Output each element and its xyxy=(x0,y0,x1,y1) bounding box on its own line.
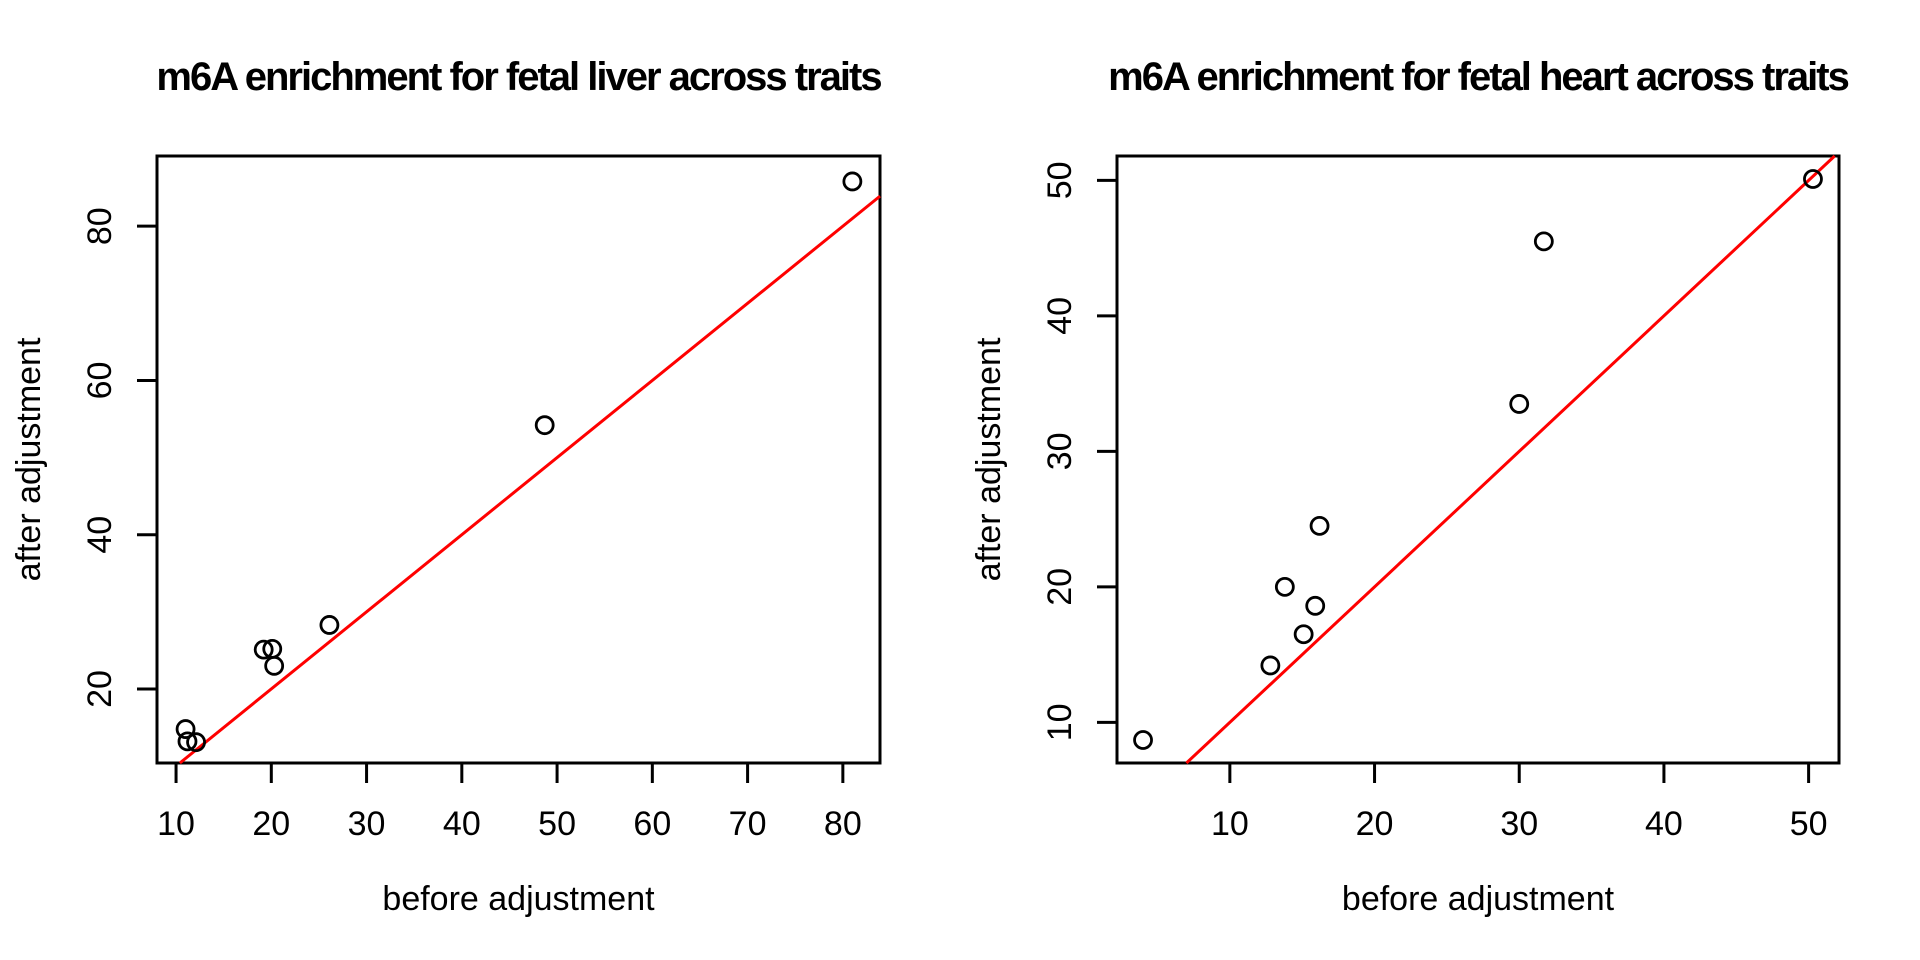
y-axis-label: after adjustment xyxy=(970,337,1008,581)
data-point xyxy=(1533,231,1554,252)
data-point xyxy=(1803,169,1823,189)
y-tick-label: 20 xyxy=(81,670,119,708)
y-tick-label: 30 xyxy=(1041,432,1079,470)
y-tick-label: 60 xyxy=(81,362,119,400)
data-point xyxy=(1309,515,1330,536)
data-point xyxy=(1509,394,1530,414)
data-point xyxy=(175,719,196,739)
panel-fetal-heart: 10 20 30 40 50 10 20 30 40 50 m6A enrichment for f… xyxy=(970,55,1851,918)
x-tick-label: 10 xyxy=(1211,805,1249,843)
data-point xyxy=(842,171,863,192)
y-tick-label: 10 xyxy=(1041,703,1079,741)
data-point xyxy=(319,615,340,635)
data-point xyxy=(186,732,206,753)
data-point xyxy=(253,639,274,660)
x-tick-label: 20 xyxy=(1356,805,1394,843)
data-point xyxy=(177,731,198,752)
y-tick-label: 80 xyxy=(81,207,119,245)
x-tick-label: 30 xyxy=(348,805,386,843)
x-tick-label: 40 xyxy=(443,805,481,843)
data-point xyxy=(1274,576,1295,597)
x-tick-label: 30 xyxy=(1500,805,1538,843)
identity-line xyxy=(178,194,881,765)
x-tick-label: 10 xyxy=(157,805,195,843)
panel-fetal-liver: 10 20 30 40 50 60 70 80 20 40 60 80 m6A enrichment f… xyxy=(10,55,883,918)
y-tick-label: 40 xyxy=(1041,297,1079,335)
y-tick-label: 20 xyxy=(1041,568,1079,606)
identity-line xyxy=(1185,154,1836,765)
x-tick-label: 20 xyxy=(252,805,290,843)
y-axis-label: after adjustment xyxy=(10,337,48,581)
x-tick-label: 80 xyxy=(824,805,862,843)
y-tick-label: 40 xyxy=(81,516,119,554)
data-point xyxy=(1305,595,1326,616)
x-axis-label: before adjustment xyxy=(382,880,655,918)
x-tick-label: 40 xyxy=(1645,805,1683,843)
y-tick-label: 50 xyxy=(1041,161,1079,199)
plot-box xyxy=(155,154,882,765)
panel-title: m6A enrichment for fetal liver across tr… xyxy=(156,55,881,99)
x-tick-label: 50 xyxy=(1790,805,1828,843)
x-tick-label: 50 xyxy=(538,805,576,843)
panel-title: m6A enrichment for fetal heart across tr… xyxy=(1108,55,1848,99)
data-point xyxy=(1260,655,1281,676)
data-point xyxy=(264,655,285,676)
x-tick-label: 60 xyxy=(633,805,671,843)
data-point xyxy=(534,415,555,436)
data-point xyxy=(1293,624,1314,645)
data-point xyxy=(1133,730,1153,750)
x-tick-label: 70 xyxy=(729,805,767,843)
plot-box xyxy=(1115,154,1841,765)
x-axis-label: before adjustment xyxy=(1342,880,1615,918)
